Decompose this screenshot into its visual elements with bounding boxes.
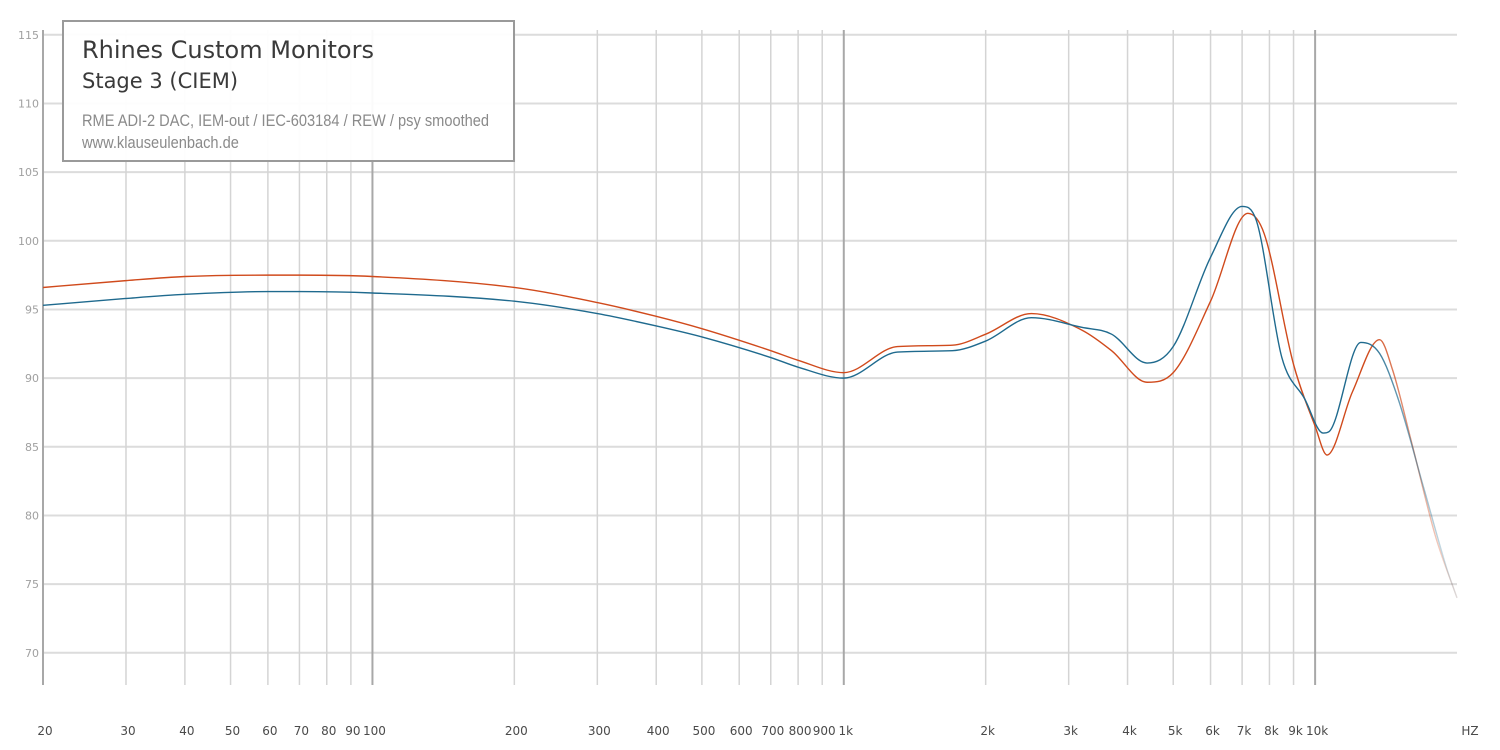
y-tick-label: 90 — [25, 372, 39, 385]
x-tick-label: 50 — [225, 724, 240, 738]
x-tick-label: 60 — [262, 724, 277, 738]
x-tick-label: 8k — [1264, 724, 1279, 738]
x-tick-label: 9k — [1288, 724, 1303, 738]
y-tick-label: 95 — [25, 303, 39, 316]
measurement-setup-note: RME ADI-2 DAC, IEM-out / IEC-603184 / RE… — [82, 111, 490, 130]
y-tick-label: 85 — [25, 441, 39, 454]
series-line — [42, 212, 1458, 599]
y-tick-label: 105 — [18, 166, 39, 179]
x-tick-label: 100 — [363, 724, 386, 738]
x-tick-label: 800 — [789, 724, 812, 738]
y-tick-label: 80 — [25, 509, 39, 522]
x-tick-label: 1k — [838, 724, 853, 738]
x-tick-label: 5k — [1168, 724, 1183, 738]
chart-subtitle: Stage 3 (CIEM) — [82, 69, 239, 93]
y-tick-label: 70 — [25, 647, 39, 660]
chart-title: Rhines Custom Monitors — [82, 36, 374, 64]
x-tick-label: 900 — [813, 724, 836, 738]
series-line — [42, 205, 1458, 599]
x-axis-label: HZ — [1461, 724, 1478, 738]
x-tick-label: 10k — [1306, 724, 1328, 738]
x-tick-label: 40 — [179, 724, 194, 738]
x-tick-label: 3k — [1063, 724, 1078, 738]
x-tick-label: 300 — [588, 724, 611, 738]
x-tick-label: 400 — [647, 724, 670, 738]
x-tick-label: 20 — [37, 724, 52, 738]
x-tick-label: 6k — [1205, 724, 1220, 738]
x-tick-label: 500 — [692, 724, 715, 738]
legend-box: Rhines Custom Monitors Stage 3 (CIEM) RM… — [62, 20, 515, 162]
y-tick-label: 115 — [18, 29, 39, 42]
x-tick-label: 80 — [321, 724, 336, 738]
y-tick-label: 110 — [18, 97, 39, 110]
x-tick-label: 2k — [980, 724, 995, 738]
x-tick-label: 600 — [730, 724, 753, 738]
x-tick-label: 4k — [1122, 724, 1137, 738]
x-tick-label: 200 — [505, 724, 528, 738]
y-tick-label: 100 — [18, 235, 39, 248]
x-tick-label: 70 — [294, 724, 309, 738]
x-tick-label: 7k — [1237, 724, 1252, 738]
y-tick-label: 75 — [25, 578, 39, 591]
x-tick-label: 700 — [761, 724, 784, 738]
series-layer — [42, 205, 1458, 599]
x-tick-label: 30 — [120, 724, 135, 738]
y-axis-ticks: 70 75 80 85 90 95 100 105 110 115 — [18, 29, 39, 660]
x-axis-ticks: 20 30 40 50 60 70 80 90 100 200 300 400 500 600 700 800… — [37, 724, 1328, 738]
x-tick-label: 90 — [345, 724, 360, 738]
source-website-note: www.klauseulenbach.de — [82, 133, 239, 152]
